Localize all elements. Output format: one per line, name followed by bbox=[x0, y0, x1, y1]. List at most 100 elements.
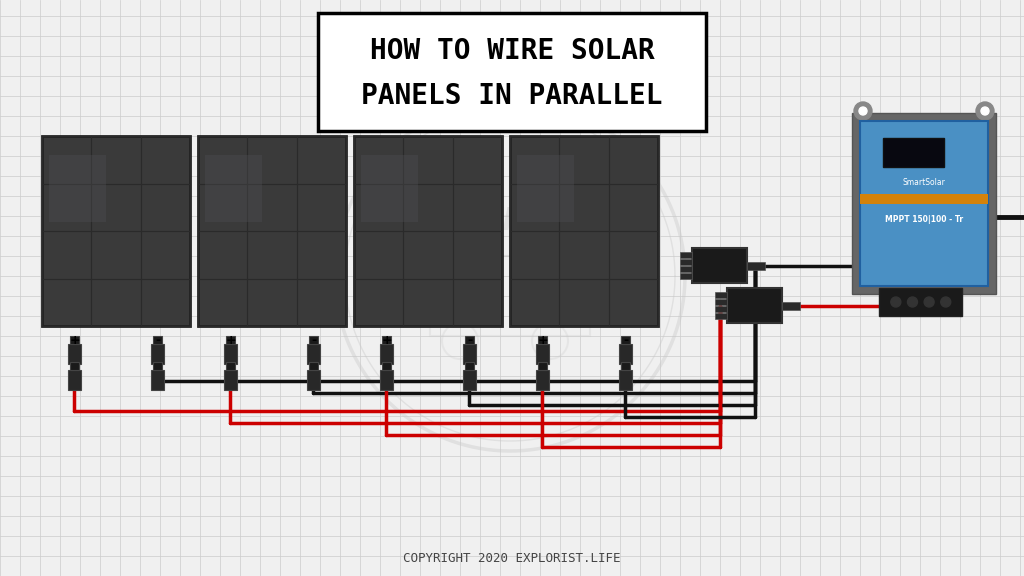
Bar bbox=[226, 336, 236, 344]
Bar bbox=[618, 370, 632, 390]
Bar bbox=[621, 336, 630, 344]
Bar bbox=[307, 370, 319, 390]
Bar bbox=[42, 136, 91, 184]
Bar bbox=[715, 306, 727, 312]
Text: COPYRIGHT 2020 EXPLORIST.LIFE: COPYRIGHT 2020 EXPLORIST.LIFE bbox=[403, 551, 621, 564]
Bar bbox=[510, 136, 559, 184]
Bar bbox=[510, 279, 559, 326]
Bar bbox=[430, 256, 590, 336]
Bar bbox=[140, 184, 190, 231]
Bar bbox=[403, 184, 453, 231]
Bar bbox=[536, 370, 549, 390]
Bar bbox=[559, 279, 608, 326]
Text: -: - bbox=[311, 334, 316, 347]
Bar bbox=[70, 336, 79, 344]
Text: -: - bbox=[467, 334, 472, 347]
Bar bbox=[151, 344, 164, 364]
Bar bbox=[510, 184, 559, 231]
Bar bbox=[354, 136, 502, 326]
Text: +: + bbox=[70, 334, 80, 347]
Bar bbox=[860, 121, 988, 286]
Text: +: + bbox=[538, 334, 548, 347]
Bar bbox=[715, 292, 727, 298]
Circle shape bbox=[981, 107, 989, 115]
Bar bbox=[517, 155, 573, 222]
Bar bbox=[559, 184, 608, 231]
Bar bbox=[153, 336, 162, 344]
Bar bbox=[297, 279, 346, 326]
Bar bbox=[715, 299, 727, 305]
Text: explorist: explorist bbox=[464, 202, 616, 230]
Bar bbox=[680, 259, 692, 265]
Bar bbox=[510, 231, 559, 279]
Bar bbox=[309, 336, 317, 344]
Bar bbox=[465, 336, 474, 344]
Bar bbox=[151, 370, 164, 390]
Bar bbox=[318, 13, 706, 131]
Bar bbox=[297, 136, 346, 184]
Bar bbox=[559, 136, 608, 184]
Text: +: + bbox=[225, 334, 236, 347]
Bar bbox=[680, 266, 692, 272]
Bar bbox=[140, 231, 190, 279]
Bar bbox=[463, 344, 476, 364]
Bar bbox=[354, 231, 403, 279]
Bar bbox=[880, 288, 963, 316]
Bar bbox=[248, 279, 297, 326]
Bar bbox=[460, 216, 560, 256]
Bar bbox=[354, 136, 403, 184]
Bar bbox=[380, 344, 393, 364]
Text: +: + bbox=[381, 334, 392, 347]
Bar bbox=[198, 136, 248, 184]
Bar bbox=[453, 279, 502, 326]
Bar bbox=[198, 184, 248, 231]
Text: MPPT 150|100 - Tr: MPPT 150|100 - Tr bbox=[885, 215, 963, 225]
Bar bbox=[224, 370, 238, 390]
Circle shape bbox=[907, 297, 918, 307]
Bar bbox=[68, 370, 81, 390]
Bar bbox=[692, 248, 746, 283]
Bar bbox=[463, 370, 476, 390]
Circle shape bbox=[859, 107, 867, 115]
Bar bbox=[248, 184, 297, 231]
Bar bbox=[361, 155, 418, 222]
Bar bbox=[746, 262, 765, 270]
Bar bbox=[538, 336, 547, 344]
Bar bbox=[307, 344, 319, 364]
Bar bbox=[248, 136, 297, 184]
Bar bbox=[91, 231, 140, 279]
Bar bbox=[248, 231, 297, 279]
Bar bbox=[42, 231, 91, 279]
Bar bbox=[608, 136, 658, 184]
Bar bbox=[403, 231, 453, 279]
Bar bbox=[198, 279, 248, 326]
Bar bbox=[297, 231, 346, 279]
Bar bbox=[226, 362, 236, 370]
Bar bbox=[621, 362, 630, 370]
Bar bbox=[140, 136, 190, 184]
Text: HOW TO WIRE SOLAR: HOW TO WIRE SOLAR bbox=[370, 37, 654, 65]
Bar bbox=[380, 370, 393, 390]
Bar bbox=[403, 279, 453, 326]
Bar bbox=[42, 279, 91, 326]
Bar bbox=[224, 344, 238, 364]
Bar bbox=[608, 279, 658, 326]
Bar bbox=[297, 184, 346, 231]
Bar bbox=[608, 231, 658, 279]
Bar bbox=[715, 313, 727, 319]
Text: PANELS IN PARALLEL: PANELS IN PARALLEL bbox=[361, 82, 663, 109]
Text: -: - bbox=[623, 334, 628, 347]
Bar bbox=[382, 362, 391, 370]
Bar bbox=[618, 344, 632, 364]
Text: -: - bbox=[155, 334, 160, 347]
Bar bbox=[453, 184, 502, 231]
Circle shape bbox=[854, 102, 872, 120]
Bar bbox=[403, 136, 453, 184]
Bar bbox=[852, 113, 996, 294]
Bar bbox=[153, 362, 162, 370]
Bar bbox=[354, 184, 403, 231]
Bar bbox=[465, 362, 474, 370]
Bar bbox=[42, 184, 91, 231]
Bar bbox=[309, 362, 317, 370]
Circle shape bbox=[891, 297, 901, 307]
